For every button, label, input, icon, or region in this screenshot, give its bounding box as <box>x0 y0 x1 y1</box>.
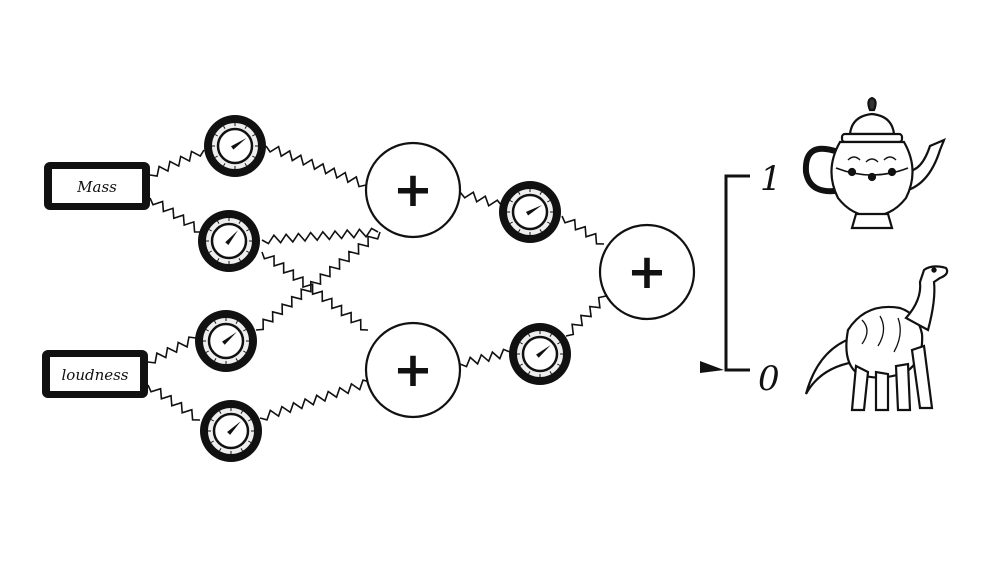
connection-wire <box>261 251 369 331</box>
knob-pointer-icon <box>526 205 543 216</box>
sum-node-output: + <box>598 223 696 321</box>
scale-top-label: 1 <box>760 159 782 199</box>
sum-symbol: + <box>393 342 433 398</box>
input-box-loudness: loudness <box>42 350 148 398</box>
weight-knob <box>198 210 260 272</box>
teapot-icon <box>802 96 947 230</box>
output-scale: 1 0 <box>700 159 782 399</box>
connection-wire <box>459 190 503 208</box>
connection-wire <box>561 215 605 245</box>
weight-knob <box>499 181 561 243</box>
scale-pointer-icon <box>700 361 724 373</box>
connection-wire <box>147 336 197 364</box>
connection-wire <box>565 295 607 337</box>
connection-wire <box>265 145 367 188</box>
weight-knob <box>509 323 571 385</box>
weight-knobs <box>195 115 571 462</box>
input-label-loudness: loudness <box>61 366 128 384</box>
sum-symbol: + <box>393 162 433 218</box>
dinosaur-icon <box>804 265 949 412</box>
weight-knob <box>200 400 262 462</box>
knob-pointer-icon <box>227 421 241 435</box>
scale-bottom-label: 0 <box>758 359 780 399</box>
connection-wire <box>261 227 379 245</box>
sum-symbol: + <box>627 244 667 300</box>
connection-wire <box>259 379 371 421</box>
knob-pointer-icon <box>231 137 247 150</box>
sum-node-upper: + <box>364 141 462 239</box>
input-box-mass: Mass <box>44 162 150 210</box>
connection-wires <box>147 145 607 421</box>
knob-pointer-icon <box>222 332 237 345</box>
weight-knob <box>195 310 257 372</box>
connection-wire <box>255 231 381 331</box>
connection-wire <box>147 384 201 421</box>
knob-pointer-icon <box>536 345 551 358</box>
input-label-mass: Mass <box>76 178 117 196</box>
connection-wire <box>149 149 205 178</box>
connection-wire <box>459 348 511 368</box>
connection-wire <box>149 197 203 233</box>
knob-pointer-icon <box>225 230 238 245</box>
weight-knob <box>204 115 266 177</box>
sum-node-lower: + <box>364 321 462 419</box>
